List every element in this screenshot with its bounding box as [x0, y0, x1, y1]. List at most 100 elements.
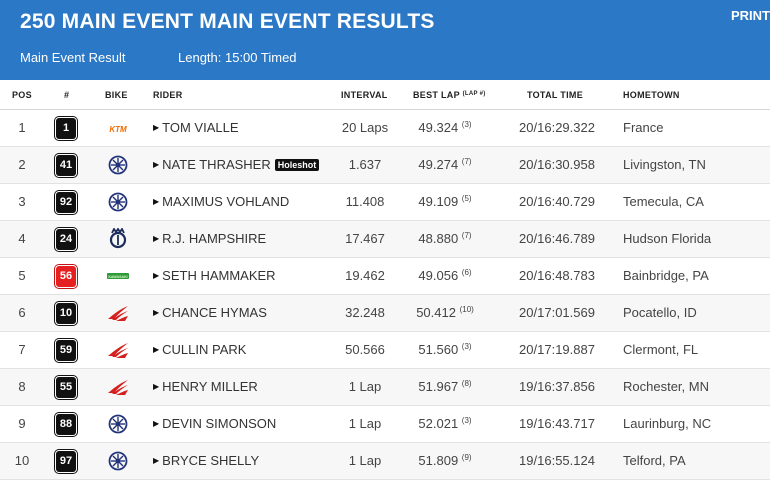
number-plate: 1 [56, 118, 76, 139]
position-cell: 2 [18, 157, 26, 172]
expand-caret-icon: ▶ [153, 123, 160, 132]
expand-caret-icon: ▶ [153, 382, 160, 391]
expand-caret-icon: ▶ [153, 234, 160, 243]
rider-link[interactable]: ▶ R.J. HAMPSHIRE [153, 231, 266, 246]
table-row: 2 41 ▶ NATE THRASHER Holeshot 1.637 49.274… [0, 147, 770, 184]
svg-text:KTM: KTM [109, 125, 127, 134]
expand-caret-icon: ▶ [153, 271, 160, 280]
best-lap-cell: 50.412 (10) [400, 305, 490, 320]
position-cell: 6 [18, 305, 26, 320]
column-header-best-lap: BEST LAP (LAP #) [413, 90, 486, 100]
best-lap-label: BEST LAP [413, 90, 460, 100]
number-plate: 55 [56, 377, 76, 398]
yamaha-logo-icon [106, 413, 130, 435]
rider-link[interactable]: ▶ TOM VIALLE [153, 120, 239, 135]
column-header-pos: POS [12, 90, 32, 100]
total-time-cell: 20/17:01.569 [519, 305, 595, 320]
best-lap-cell: 52.021 (3) [400, 416, 490, 431]
number-plate: 24 [56, 229, 76, 250]
position-cell: 8 [18, 379, 26, 394]
hometown-cell: Rochester, MN [623, 379, 709, 394]
total-time-cell: 20/16:48.783 [519, 268, 595, 283]
table-row: 10 97 ▶ BRYCE SHELLY 1 Lap 51.809 (9) 19/… [0, 443, 770, 480]
hometown-cell: Bainbridge, PA [623, 268, 709, 283]
event-length-label: Length: 15:00 Timed [178, 50, 297, 65]
rider-link[interactable]: ▶ MAXIMUS VOHLAND [153, 194, 289, 209]
expand-caret-icon: ▶ [153, 456, 160, 465]
number-plate: 97 [56, 451, 76, 472]
position-cell: 9 [18, 416, 26, 431]
honda-logo-icon [106, 376, 130, 398]
best-lap-number: (3) [461, 416, 472, 425]
hometown-cell: Telford, PA [623, 453, 686, 468]
best-lap-number: (3) [461, 342, 472, 351]
position-cell: 1 [18, 120, 26, 135]
column-header-interval: INTERVAL [341, 90, 388, 100]
best-lap-number: (7) [461, 231, 472, 240]
total-time-cell: 20/16:40.729 [519, 194, 595, 209]
yamaha-logo-icon [106, 450, 130, 472]
table-row: 1 1 KTM ▶ TOM VIALLE 20 Laps 49.324 (3) 2… [0, 110, 770, 147]
interval-cell: 11.408 [345, 194, 385, 209]
honda-logo-icon [106, 302, 130, 324]
position-cell: 7 [18, 342, 26, 357]
page-title: 250 MAIN EVENT MAIN EVENT RESULTS [20, 10, 435, 33]
rider-link[interactable]: ▶ CULLIN PARK [153, 342, 246, 357]
expand-caret-icon: ▶ [153, 419, 160, 428]
table-row: 9 88 ▶ DEVIN SIMONSON 1 Lap 52.021 (3) 19… [0, 406, 770, 443]
column-header-rider: RIDER [153, 90, 183, 100]
table-row: 4 24 ▶ R.J. HAMPSHIRE 17.467 48.880 (7) 2… [0, 221, 770, 258]
ktm-logo-icon: KTM [106, 117, 130, 139]
rider-name: CULLIN PARK [162, 342, 247, 357]
rider-link[interactable]: ▶ SETH HAMMAKER [153, 268, 276, 283]
position-cell: 3 [18, 194, 26, 209]
number-plate: 59 [56, 340, 76, 361]
rider-name: BRYCE SHELLY [162, 453, 260, 468]
best-lap-time: 50.412 [416, 305, 456, 320]
table-row: 7 59 ▶ CULLIN PARK 50.566 51.560 (3) 20/1… [0, 332, 770, 369]
print-button[interactable]: PRINT [731, 8, 770, 23]
best-lap-time: 51.560 [418, 342, 459, 357]
best-lap-time: 51.809 [418, 453, 459, 468]
rider-link[interactable]: ▶ CHANCE HYMAS [153, 305, 267, 320]
total-time-cell: 20/16:29.322 [519, 120, 595, 135]
best-lap-number: (10) [459, 305, 474, 314]
yamaha-logo-icon [106, 154, 130, 176]
number-plate: 56 [56, 266, 76, 287]
expand-caret-icon: ▶ [153, 197, 160, 206]
rider-name: R.J. HAMPSHIRE [162, 231, 267, 246]
svg-text:KAWASAKI: KAWASAKI [108, 275, 127, 279]
hometown-cell: France [623, 120, 664, 135]
interval-cell: 20 Laps [341, 120, 389, 135]
rider-name: MAXIMUS VOHLAND [162, 194, 290, 209]
best-lap-number: (8) [461, 379, 472, 388]
hometown-cell: Clermont, FL [623, 342, 699, 357]
number-plate: 88 [56, 414, 76, 435]
rider-link[interactable]: ▶ BRYCE SHELLY [153, 453, 259, 468]
best-lap-time: 48.880 [418, 231, 459, 246]
best-lap-cell: 49.056 (6) [400, 268, 490, 283]
total-time-cell: 20/16:46.789 [519, 231, 595, 246]
holeshot-badge: Holeshot [274, 159, 320, 171]
interval-cell: 32.248 [345, 305, 385, 320]
rider-name: HENRY MILLER [162, 379, 258, 394]
number-plate: 10 [56, 303, 76, 324]
best-lap-number: (9) [461, 453, 472, 462]
rider-link[interactable]: ▶ NATE THRASHER Holeshot [153, 157, 320, 172]
best-lap-time: 49.109 [418, 194, 459, 209]
expand-caret-icon: ▶ [153, 345, 160, 354]
table-header: POS # BIKE RIDER INTERVAL BEST LAP (LAP … [0, 80, 770, 110]
rider-link[interactable]: ▶ HENRY MILLER [153, 379, 258, 394]
best-lap-time: 49.324 [418, 120, 459, 135]
best-lap-cell: 48.880 (7) [400, 231, 490, 246]
best-lap-time: 52.021 [418, 416, 459, 431]
rider-link[interactable]: ▶ DEVIN SIMONSON [153, 416, 276, 431]
hometown-cell: Pocatello, ID [623, 305, 697, 320]
interval-cell: 1 Lap [348, 379, 382, 394]
kawasaki-logo-icon: KAWASAKI [106, 265, 130, 287]
total-time-cell: 20/17:19.887 [519, 342, 595, 357]
best-lap-time: 49.274 [418, 157, 459, 172]
interval-cell: 19.462 [345, 268, 385, 283]
results-header: 250 MAIN EVENT MAIN EVENT RESULTS PRINT … [0, 0, 770, 80]
interval-cell: 1 Lap [348, 453, 382, 468]
